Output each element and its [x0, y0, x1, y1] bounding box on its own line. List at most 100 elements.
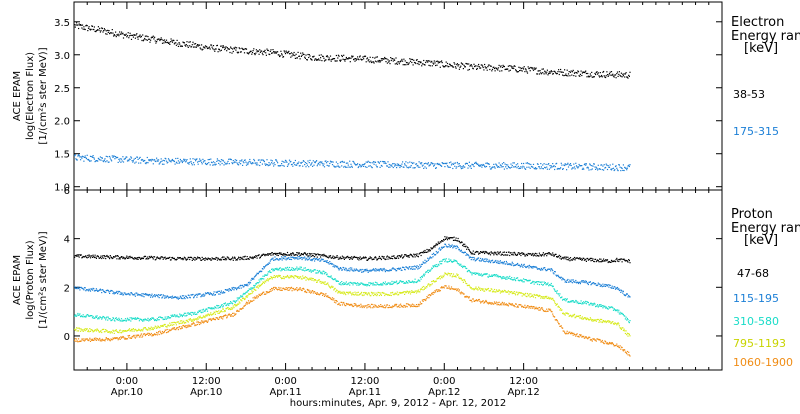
- electron-point-1-357: [310, 165, 311, 166]
- electron-point-1-223: [222, 163, 223, 164]
- electron-ylabel-line-2: log(Electron Flux): [25, 52, 36, 140]
- electron-point-0-14: [83, 26, 84, 27]
- proton-point-0-73: [122, 258, 123, 259]
- proton-point-1-439: [364, 270, 365, 271]
- proton-point-3-144: [169, 323, 170, 324]
- electron-point-1-280: [259, 165, 260, 166]
- proton-point-3-479: [391, 295, 392, 296]
- proton-point-2-214: [216, 308, 217, 309]
- proton-point-3-336: [296, 276, 297, 277]
- electron-point-1-239: [232, 163, 233, 164]
- proton-point-1-135: [163, 295, 164, 296]
- electron-point-1-826: [620, 170, 621, 171]
- electron-point-0-790: [596, 71, 597, 72]
- electron-point-0-312: [280, 51, 281, 52]
- proton-point-0-47: [105, 258, 106, 259]
- electron-point-0-645: [501, 65, 502, 66]
- proton-point-1-27: [92, 290, 93, 291]
- proton-point-2-767: [581, 303, 582, 304]
- proton-point-3-418: [350, 293, 351, 294]
- proton-point-1-720: [550, 270, 551, 271]
- electron-ytick-label-5: 3.5: [54, 18, 70, 29]
- electron-point-0-51: [108, 32, 109, 33]
- proton-point-0-419: [351, 256, 352, 257]
- proton-point-0-27: [92, 257, 93, 258]
- electron-point-1-693: [532, 167, 533, 168]
- proton-point-0-243: [235, 258, 236, 259]
- electron-point-0-746: [567, 75, 568, 76]
- electron-point-1-634: [493, 164, 494, 165]
- electron-point-0-16: [85, 29, 86, 30]
- proton-point-0-518: [417, 253, 418, 254]
- proton-point-1-227: [224, 292, 225, 293]
- proton-point-1-407: [343, 267, 344, 268]
- proton-point-0-428: [357, 258, 358, 259]
- electron-point-1-287: [264, 161, 265, 162]
- proton-point-0-328: [291, 255, 292, 256]
- electron-point-1-569: [450, 162, 451, 163]
- electron-point-1-790: [596, 168, 597, 169]
- proton-point-0-768: [582, 259, 583, 260]
- electron-point-1-822: [618, 170, 619, 171]
- electron-point-1-458: [377, 166, 378, 167]
- proton-point-3-178: [192, 319, 193, 320]
- proton-panel-frame: [74, 190, 722, 370]
- proton-point-0-269: [252, 257, 253, 258]
- proton-point-0-744: [566, 257, 567, 258]
- proton-point-0-225: [223, 259, 224, 260]
- proton-point-3-194: [202, 317, 203, 318]
- proton-point-3-342: [300, 276, 301, 277]
- electron-point-1-686: [528, 163, 529, 164]
- proton-point-2-343: [301, 267, 302, 268]
- electron-point-1-621: [485, 166, 486, 167]
- proton-point-2-593: [466, 268, 467, 269]
- proton-point-1-479: [391, 270, 392, 271]
- electron-point-0-473: [387, 63, 388, 64]
- proton-point-1-23: [89, 289, 90, 290]
- electron-point-1-233: [228, 159, 229, 160]
- electron-point-1-284: [262, 164, 263, 165]
- proton-point-0-222: [221, 259, 222, 260]
- electron-point-1-85: [130, 156, 131, 157]
- electron-point-1-345: [302, 166, 303, 167]
- proton-point-1-712: [545, 269, 546, 270]
- electron-point-0-631: [491, 70, 492, 71]
- proton-point-1-415: [348, 268, 349, 269]
- proton-point-1-146: [171, 296, 172, 297]
- proton-point-0-692: [532, 254, 533, 255]
- electron-point-1-49: [106, 160, 107, 161]
- electron-point-1-303: [274, 164, 275, 165]
- electron-point-0-257: [244, 52, 245, 53]
- proton-point-3-162: [181, 320, 182, 321]
- electron-point-1-68: [119, 160, 120, 161]
- electron-point-1-119: [153, 163, 154, 164]
- proton-point-2-13: [83, 314, 84, 315]
- proton-point-2-297: [270, 272, 271, 273]
- electron-point-1-635: [494, 166, 495, 167]
- electron-point-0-656: [508, 66, 509, 67]
- proton-point-2-444: [368, 284, 369, 285]
- proton-point-1-384: [328, 262, 329, 263]
- electron-point-1-338: [298, 163, 299, 164]
- electron-point-1-10: [81, 156, 82, 157]
- electron-point-1-219: [219, 160, 220, 161]
- proton-point-3-325: [289, 277, 290, 278]
- electron-point-1-185: [196, 158, 197, 159]
- electron-point-1-573: [453, 164, 454, 165]
- proton-point-0-5: [77, 256, 78, 257]
- proton-point-0-786: [594, 261, 595, 262]
- proton-point-1-513: [413, 268, 414, 269]
- electron-point-1-555: [441, 166, 442, 167]
- electron-point-0-305: [276, 53, 277, 54]
- electron-point-1-208: [212, 162, 213, 163]
- proton-point-0-523: [420, 252, 421, 253]
- electron-point-0-692: [532, 67, 533, 68]
- electron-point-0-589: [464, 65, 465, 66]
- electron-point-1-210: [213, 161, 214, 162]
- electron-point-1-44: [103, 161, 104, 162]
- proton-point-0-597: [469, 250, 470, 251]
- proton-point-0-837: [627, 262, 628, 263]
- proton-point-1-537: [429, 257, 430, 258]
- electron-point-1-248: [238, 164, 239, 165]
- proton-point-2-230: [226, 305, 227, 306]
